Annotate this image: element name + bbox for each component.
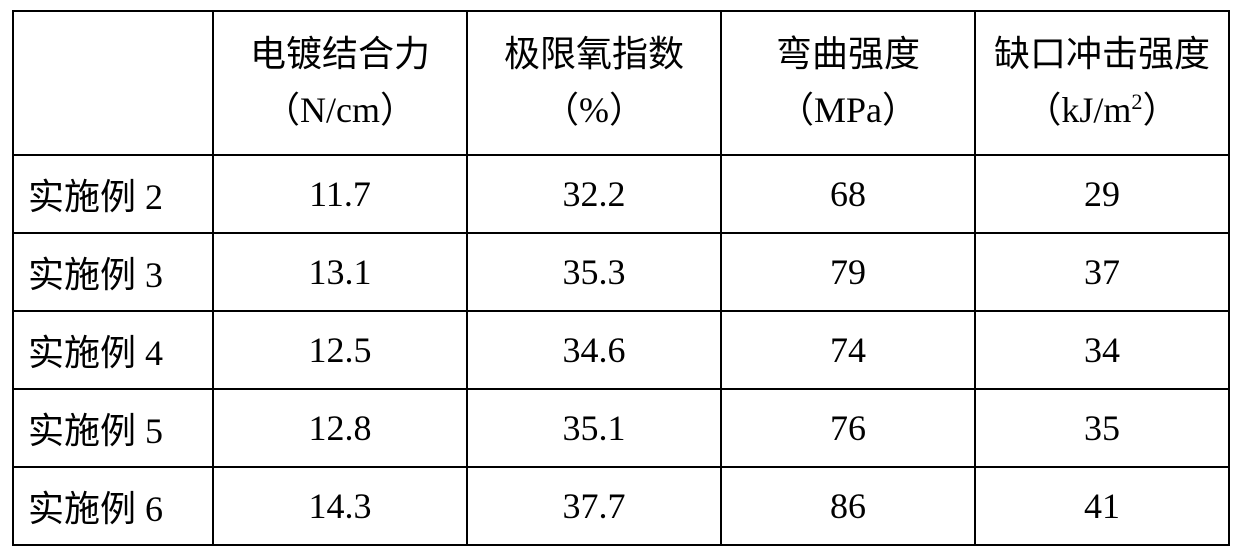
cell-value: 14.3 — [213, 467, 467, 545]
header-col-4-unit-sup: 2 — [1131, 89, 1142, 114]
cell-value: 32.2 — [467, 155, 721, 233]
cell-value: 76 — [721, 389, 975, 467]
table-row: 实施例 6 14.3 37.7 86 41 — [13, 467, 1229, 545]
row-label-num: 4 — [145, 333, 163, 373]
table-row: 实施例 4 12.5 34.6 74 34 — [13, 311, 1229, 389]
row-label-cjk: 实施例 — [28, 333, 136, 373]
row-label-num: 3 — [145, 255, 163, 295]
header-col-2-unit: （%） — [469, 83, 719, 139]
header-col-3: 弯曲强度 （MPa） — [721, 11, 975, 155]
cell-value: 86 — [721, 467, 975, 545]
cell-value: 34.6 — [467, 311, 721, 389]
cell-value: 12.5 — [213, 311, 467, 389]
row-label-num: 5 — [145, 411, 163, 451]
header-blank — [13, 11, 213, 155]
header-col-2-title: 极限氧指数 — [469, 27, 719, 83]
header-col-1-unit: （N/cm） — [215, 83, 465, 139]
cell-value: 35 — [975, 389, 1229, 467]
row-label: 实施例 3 — [13, 233, 213, 311]
row-label-cjk: 实施例 — [28, 411, 136, 451]
cell-value: 11.7 — [213, 155, 467, 233]
header-col-3-unit: （MPa） — [723, 83, 973, 139]
header-col-4: 缺口冲击强度 （kJ/m2） — [975, 11, 1229, 155]
row-label-cjk: 实施例 — [28, 489, 136, 529]
row-label: 实施例 5 — [13, 389, 213, 467]
header-col-2: 极限氧指数 （%） — [467, 11, 721, 155]
row-label-num: 6 — [145, 489, 163, 529]
row-label-cjk: 实施例 — [28, 255, 136, 295]
header-col-4-title: 缺口冲击强度 — [977, 27, 1227, 83]
cell-value: 34 — [975, 311, 1229, 389]
header-row: 电镀结合力 （N/cm） 极限氧指数 （%） 弯曲强度 （MPa） 缺口冲击强度… — [13, 11, 1229, 155]
row-label: 实施例 2 — [13, 155, 213, 233]
table-row: 实施例 3 13.1 35.3 79 37 — [13, 233, 1229, 311]
cell-value: 79 — [721, 233, 975, 311]
cell-value: 13.1 — [213, 233, 467, 311]
table-row: 实施例 2 11.7 32.2 68 29 — [13, 155, 1229, 233]
data-table: 电镀结合力 （N/cm） 极限氧指数 （%） 弯曲强度 （MPa） 缺口冲击强度… — [12, 10, 1230, 546]
table-container: 电镀结合力 （N/cm） 极限氧指数 （%） 弯曲强度 （MPa） 缺口冲击强度… — [0, 0, 1240, 556]
header-col-3-title: 弯曲强度 — [723, 27, 973, 83]
cell-value: 74 — [721, 311, 975, 389]
cell-value: 41 — [975, 467, 1229, 545]
header-col-4-unit-prefix: （kJ/m — [1025, 90, 1131, 130]
header-col-4-unit-suffix: ） — [1143, 90, 1179, 130]
row-label-cjk: 实施例 — [28, 177, 136, 217]
cell-value: 35.3 — [467, 233, 721, 311]
header-col-4-unit: （kJ/m2） — [977, 83, 1227, 139]
row-label: 实施例 6 — [13, 467, 213, 545]
cell-value: 29 — [975, 155, 1229, 233]
header-col-1-title: 电镀结合力 — [215, 27, 465, 83]
header-col-1: 电镀结合力 （N/cm） — [213, 11, 467, 155]
cell-value: 37 — [975, 233, 1229, 311]
row-label: 实施例 4 — [13, 311, 213, 389]
cell-value: 35.1 — [467, 389, 721, 467]
table-row: 实施例 5 12.8 35.1 76 35 — [13, 389, 1229, 467]
row-label-num: 2 — [145, 177, 163, 217]
cell-value: 12.8 — [213, 389, 467, 467]
cell-value: 68 — [721, 155, 975, 233]
cell-value: 37.7 — [467, 467, 721, 545]
